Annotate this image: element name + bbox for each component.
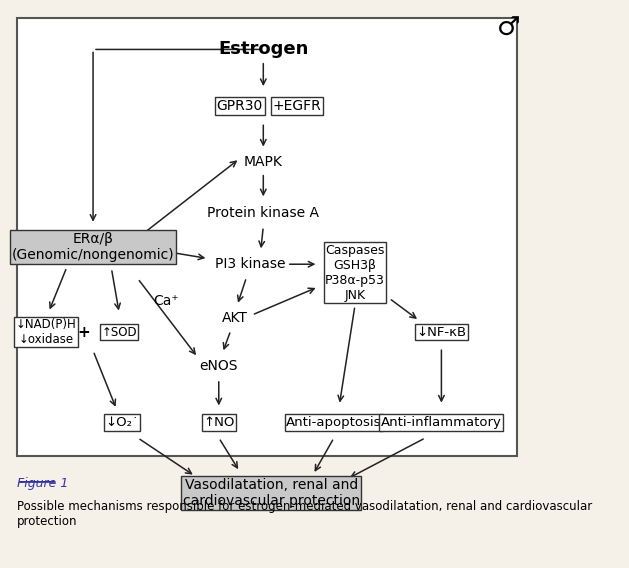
Text: ↓O₂˙: ↓O₂˙ [105, 416, 138, 429]
Text: PI3 kinase: PI3 kinase [215, 257, 286, 271]
Text: Vasodilatation, renal and
cardiovascular protection: Vasodilatation, renal and cardiovascular… [182, 478, 360, 508]
Text: Protein kinase A: Protein kinase A [208, 206, 320, 220]
Text: +EGFR: +EGFR [273, 99, 321, 113]
Text: ↑NO: ↑NO [203, 416, 235, 429]
FancyBboxPatch shape [17, 18, 518, 457]
Text: ♂: ♂ [497, 15, 520, 41]
Text: Anti-apoptosis: Anti-apoptosis [286, 416, 382, 429]
Text: ↑SOD: ↑SOD [101, 325, 137, 339]
Text: Ca⁺: Ca⁺ [153, 294, 179, 308]
Text: MAPK: MAPK [244, 156, 283, 169]
Text: Anti-inflammatory: Anti-inflammatory [381, 416, 502, 429]
Text: eNOS: eNOS [199, 359, 238, 373]
Text: ↓NAD(P)H
↓oxidase: ↓NAD(P)H ↓oxidase [16, 318, 76, 346]
Text: Estrogen: Estrogen [218, 40, 308, 59]
Text: AKT: AKT [221, 311, 247, 325]
Text: Caspases
GSH3β
P38α-p53
JNK: Caspases GSH3β P38α-p53 JNK [325, 244, 385, 302]
Text: +: + [78, 324, 91, 340]
Text: ERα/β
(Genomic/nongenomic): ERα/β (Genomic/nongenomic) [12, 232, 174, 262]
Text: ↓NF-κB: ↓NF-κB [416, 325, 467, 339]
Text: Possible mechanisms responsible for estrogen-mediated vasodilatation, renal and : Possible mechanisms responsible for estr… [17, 500, 593, 528]
Text: GPR30: GPR30 [216, 99, 263, 113]
Text: Figure 1: Figure 1 [17, 477, 69, 490]
